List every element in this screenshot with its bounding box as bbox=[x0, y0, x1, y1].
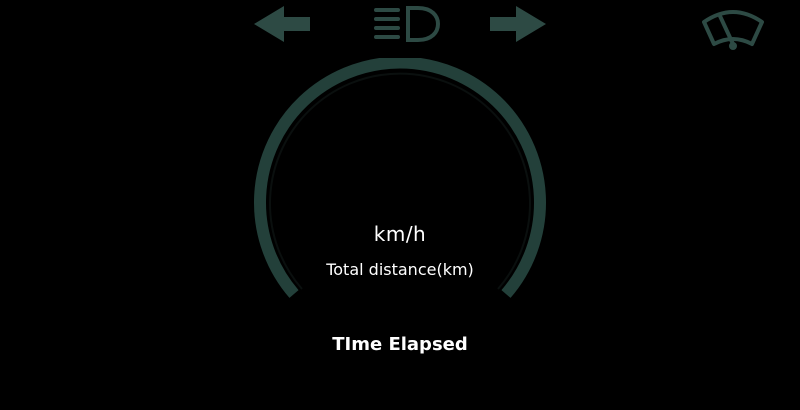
time-elapsed-label: TIme Elapsed bbox=[332, 334, 468, 355]
gauge-inner-arc bbox=[269, 72, 531, 290]
headlight-icon bbox=[374, 6, 441, 42]
total-distance-label: Total distance(km) bbox=[326, 260, 474, 279]
speed-unit-label: km/h bbox=[373, 222, 427, 246]
speed-gauge bbox=[254, 58, 546, 298]
right-arrow-icon bbox=[490, 6, 546, 42]
wiper-icon bbox=[702, 10, 764, 50]
left-arrow-icon bbox=[254, 6, 310, 42]
gauge-arc bbox=[254, 58, 546, 298]
